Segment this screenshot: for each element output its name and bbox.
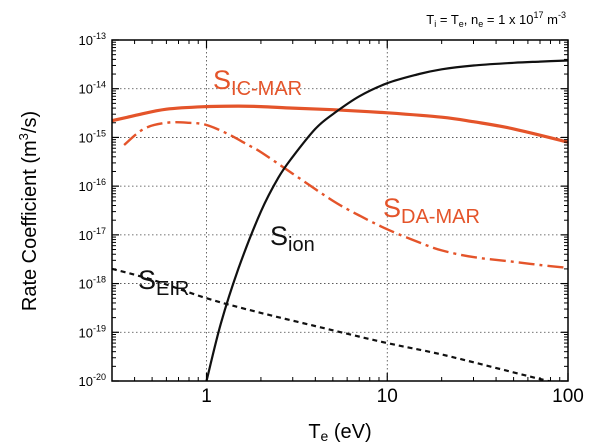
x-tick-label: 10 (377, 386, 398, 407)
y-tick-labels: 10-13 10-14 10-15 10-16 10-17 10-18 10-19 10-20 (79, 31, 106, 389)
series-lines (112, 59, 568, 381)
y-tick-label: 10-14 (79, 80, 106, 97)
x-tick-labels: 1 10 100 (201, 386, 584, 407)
series-line-ion (205, 59, 568, 381)
x-axis-label: Te (eV) (308, 421, 371, 444)
y-axis-label: Rate Coefficient (m3/s) (16, 111, 41, 311)
series-label-ion: Sion (270, 221, 315, 256)
series-line-ic_mar (112, 104, 568, 144)
y-tick-label: 10-18 (79, 275, 106, 292)
series-label-da-mar: SDA-MAR (383, 193, 480, 228)
y-tick-label: 10-16 (79, 177, 106, 194)
tick-marks (111, 39, 569, 382)
series-line-da_mar (123, 121, 568, 270)
series-label-ic-mar: SIC-MAR (213, 65, 302, 100)
y-tick-label: 10-20 (79, 372, 106, 389)
y-tick-label: 10-15 (79, 128, 106, 145)
gridlines (112, 40, 568, 381)
series-label-eir: SEIR (138, 265, 189, 300)
y-tick-label: 10-13 (79, 31, 106, 48)
y-tick-label: 10-19 (79, 323, 106, 340)
conditions-annotation: Ti = Te, ne = 1 x 1017 m-3 (426, 10, 566, 29)
x-tick-label: 1 (201, 386, 212, 407)
x-tick-label: 100 (552, 386, 584, 407)
y-tick-label: 10-17 (79, 226, 106, 243)
plot-frame (111, 39, 569, 382)
